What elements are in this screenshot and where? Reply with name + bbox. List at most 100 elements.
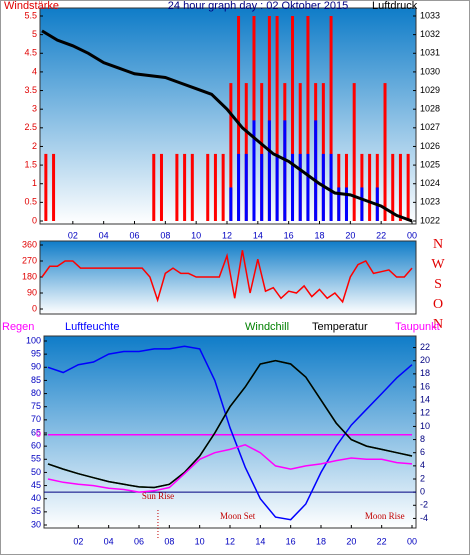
series-line (47, 345, 413, 521)
compass-label: W (431, 257, 445, 272)
y-tick-label: 0 (32, 215, 37, 225)
y-tick-label: 0 (36, 429, 41, 439)
wind-bar (275, 153, 279, 221)
series-line (41, 29, 413, 223)
series-line (41, 250, 413, 304)
x-tick-label: 10 (195, 536, 205, 546)
panel-direction (39, 240, 417, 315)
wind-bar (406, 153, 410, 221)
compass-label: S (434, 277, 442, 292)
y2-tick-label: 10 (420, 421, 430, 431)
wind-bar (267, 120, 271, 221)
x-tick-label: 02 (68, 230, 78, 240)
x-tick-label: 02 (73, 536, 83, 546)
wind-bar (398, 153, 402, 221)
y2-tick-label: 14 (420, 395, 430, 405)
y2-tick-label: 0 (420, 487, 425, 497)
y2-tick-label: 1032 (420, 29, 440, 39)
x-tick-label: 04 (104, 536, 114, 546)
y-tick-label: 35 (31, 506, 41, 516)
wind-bar (283, 120, 287, 221)
wind-bar (267, 16, 271, 221)
wind-bar (329, 153, 333, 221)
x-tick-label: 20 (346, 536, 356, 546)
y-tick-label: 95 (31, 349, 41, 359)
wind-bar (206, 153, 210, 221)
legend-entry: Temperatur (312, 321, 368, 333)
y-axis-label: Windstärke (4, 0, 59, 12)
wind-bar (237, 16, 241, 221)
wind-bar (221, 153, 225, 221)
legend-entry: Regen (2, 321, 34, 333)
x-tick-label: 06 (129, 230, 139, 240)
wind-bar (175, 153, 179, 221)
x-tick-label: 18 (316, 536, 326, 546)
x-tick-label: 16 (286, 536, 296, 546)
wind-bar (391, 153, 395, 221)
y2-tick-label: 18 (420, 368, 430, 378)
legend-entry: Taupunkt (395, 321, 440, 333)
compass-label: O (433, 297, 443, 312)
y-tick-label: 60 (31, 441, 41, 451)
y-tick-label: 40 (31, 493, 41, 503)
y-tick-label: 1 (32, 178, 37, 188)
wind-bar (260, 83, 264, 221)
wind-bar (344, 187, 348, 221)
compass-label: N (433, 317, 443, 332)
y2-tick-label: -4 (420, 513, 428, 523)
y-tick-label: 80 (31, 388, 41, 398)
legend-entry: Luftfeuchte (65, 321, 119, 333)
y-tick-label: 270 (22, 255, 37, 265)
y2-tick-label: 1029 (420, 85, 440, 95)
x-tick-label: 22 (377, 536, 387, 546)
annotation: Sun Rise (142, 491, 174, 501)
wind-bar (306, 153, 310, 221)
x-tick-label: 00 (407, 536, 417, 546)
y-tick-label: 1.5 (24, 159, 37, 169)
wind-bar (383, 83, 387, 221)
x-tick-label: 22 (376, 230, 386, 240)
wind-bar (229, 83, 233, 221)
wind-bar (183, 153, 187, 221)
y-tick-label: 180 (22, 271, 37, 281)
x-tick-label: 08 (160, 230, 170, 240)
wind-bar (298, 153, 302, 221)
series-line (47, 359, 413, 489)
x-tick-label: 20 (345, 230, 355, 240)
y-tick-label: 45 (31, 480, 41, 490)
y2-tick-label: 1024 (420, 178, 440, 188)
wind-bar (260, 153, 264, 221)
y-tick-label: 2 (32, 141, 37, 151)
wind-bar (159, 153, 163, 221)
x-tick-label: 06 (134, 536, 144, 546)
y2-tick-label: 1028 (420, 104, 440, 114)
x-tick-label: 12 (225, 536, 235, 546)
wind-bar (298, 83, 302, 221)
y-tick-label: 90 (31, 362, 41, 372)
x-tick-label: 04 (99, 230, 109, 240)
wind-bar (275, 16, 279, 221)
wind-bar (52, 153, 56, 221)
x-tick-label: 00 (407, 230, 417, 240)
wind-bar (321, 83, 325, 221)
y-tick-label: 3 (32, 104, 37, 114)
wind-bar (252, 120, 256, 221)
y2-tick-label: 6 (420, 447, 425, 457)
y2-tick-label: 1033 (420, 10, 440, 20)
x-tick-label: 14 (255, 536, 265, 546)
y2-tick-label: 4 (420, 460, 425, 470)
y2-tick-label: 1027 (420, 122, 440, 132)
y2-tick-label: 2 (420, 473, 425, 483)
y2-axis-label: Luftdruck (372, 0, 418, 12)
y-tick-label: 75 (31, 401, 41, 411)
y-tick-label: 4 (32, 66, 37, 76)
y2-tick-label: -2 (420, 500, 428, 510)
y-tick-label: 3.5 (24, 85, 37, 95)
x-tick-label: 16 (284, 230, 294, 240)
y2-tick-label: 1031 (420, 48, 440, 58)
wind-bar (291, 16, 295, 221)
y-tick-label: 50 (31, 467, 41, 477)
annotation: Moon Set (220, 511, 256, 521)
y-tick-label: 30 (31, 519, 41, 529)
